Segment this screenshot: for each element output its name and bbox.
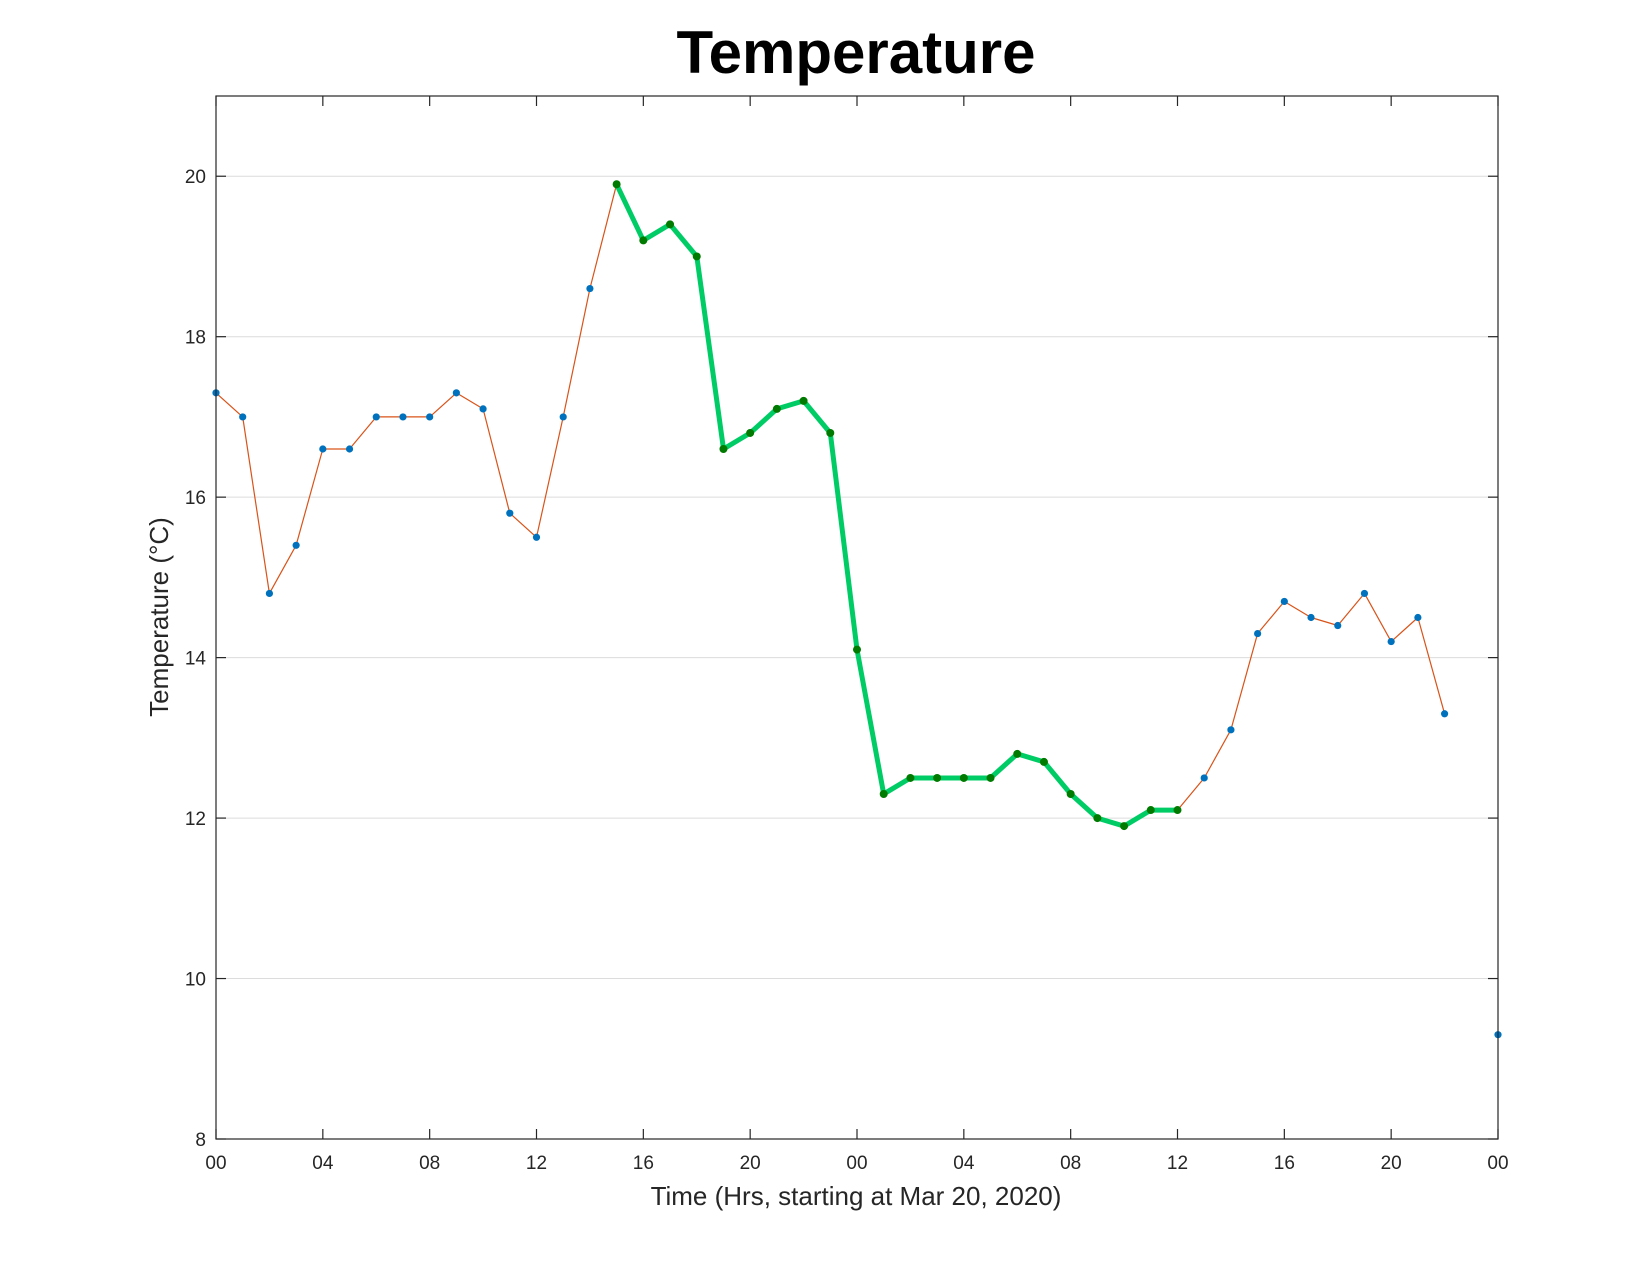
x-tick-label: 16: [633, 1153, 654, 1174]
data-point: [1173, 806, 1182, 815]
data-point: [826, 428, 835, 437]
axis-ticks: 8 10 12 14 16 18 20 00 04 08 12 16 20 00 04 08 12 16 20 00: [185, 96, 1509, 1174]
grid-lines: [216, 175, 1498, 980]
data-point: [1227, 726, 1235, 734]
data-point: [1200, 774, 1208, 782]
data-point: [372, 413, 380, 421]
data-point: [292, 541, 300, 549]
plot-frame: [215, 95, 1499, 1140]
data-point: [986, 773, 995, 782]
data-point: [345, 445, 354, 453]
data-point: [719, 445, 728, 454]
data-point: [906, 773, 915, 782]
data-point: [265, 589, 274, 598]
x-tick-label: 00: [205, 1153, 226, 1174]
y-tick-label: 20: [185, 167, 206, 188]
data-point: [933, 773, 942, 782]
data-point: [612, 180, 621, 189]
data-point: [772, 404, 781, 413]
data-point: [692, 252, 701, 261]
y-tick-label: 14: [185, 649, 207, 670]
data-point: [1360, 589, 1369, 598]
data-point: [1307, 613, 1315, 622]
y-tick-label: 8: [195, 1130, 206, 1151]
data-point: [666, 220, 675, 229]
x-axis-label: Time (Hrs, starting at Mar 20, 2020): [651, 1181, 1062, 1211]
data-point: [853, 645, 861, 654]
y-tick-label: 12: [185, 809, 206, 830]
x-tick-label: 00: [846, 1153, 867, 1174]
data-point: [532, 533, 541, 541]
x-tick-label: 12: [526, 1153, 547, 1174]
data-point: [1414, 613, 1422, 622]
data-point: [1120, 822, 1129, 831]
y-tick-label: 18: [185, 328, 206, 349]
data-point: [1254, 629, 1262, 638]
data-point: [399, 413, 407, 421]
data-point: [559, 413, 567, 421]
x-tick-label: 12: [1167, 1153, 1188, 1174]
y-axis-label: Temperature (°C): [144, 517, 174, 717]
data-point: [1039, 757, 1048, 766]
data-point: [746, 428, 755, 437]
data-point: [799, 396, 808, 405]
x-tick-label: 08: [419, 1153, 440, 1174]
data-point: [452, 389, 460, 397]
data-point: [319, 445, 327, 453]
data-point: [639, 236, 648, 245]
chart-title: Temperature: [676, 19, 1035, 86]
y-tick-label: 16: [185, 488, 206, 509]
data-series: [212, 180, 1502, 1039]
data-point: [479, 405, 487, 413]
x-tick-label: 16: [1274, 1153, 1295, 1174]
data-point: [1280, 597, 1288, 606]
data-point: [1334, 621, 1342, 630]
data-point: [1093, 814, 1102, 823]
x-tick-label: 20: [740, 1153, 761, 1174]
x-tick-label: 08: [1060, 1153, 1081, 1174]
data-point: [239, 413, 247, 421]
x-tick-label: 00: [1487, 1153, 1508, 1174]
data-point: [879, 790, 888, 799]
data-point: [1440, 710, 1449, 718]
data-point: [1146, 806, 1155, 815]
series-line: [215, 183, 1446, 827]
x-tick-label: 04: [312, 1153, 334, 1174]
x-tick-label: 04: [953, 1153, 975, 1174]
data-point: [506, 509, 514, 517]
y-tick-label: 10: [185, 970, 206, 991]
data-point: [959, 773, 968, 782]
x-tick-label: 20: [1381, 1153, 1402, 1174]
data-point: [1013, 749, 1022, 758]
series-line: [614, 181, 1180, 829]
data-point: [1387, 637, 1395, 646]
data-point: [1066, 790, 1075, 799]
data-point: [426, 413, 434, 421]
data-point: [586, 284, 594, 293]
